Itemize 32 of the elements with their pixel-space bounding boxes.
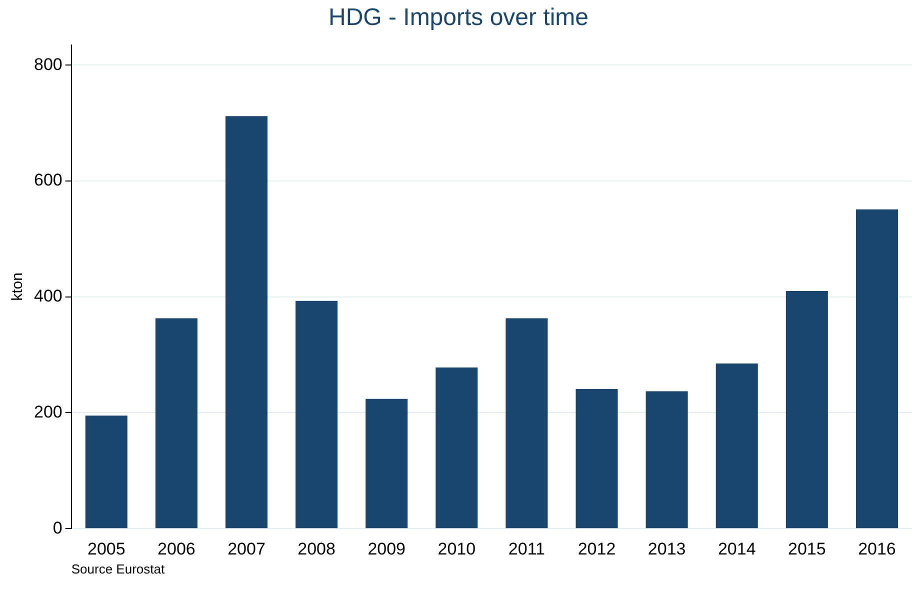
y-axis-title: kton	[9, 272, 26, 301]
y-tick-label: 200	[34, 402, 62, 422]
bar	[436, 368, 478, 528]
y-tick-label: 600	[34, 170, 62, 190]
x-tick-label: 2007	[228, 539, 266, 558]
y-tick-label: 400	[34, 286, 62, 306]
bar	[576, 388, 618, 528]
x-tick-label: 2009	[368, 539, 406, 558]
bar	[85, 416, 128, 528]
bar	[366, 398, 408, 528]
x-tick-label: 2011	[508, 539, 545, 558]
x-tick-label: 2005	[87, 539, 126, 558]
x-tick-label: 2014	[718, 539, 756, 558]
y-tick-label: 0	[52, 518, 62, 538]
source-note: Source Eurostat	[71, 562, 165, 577]
x-tick-label: 2013	[648, 539, 686, 558]
x-tick-label: 2016	[858, 539, 896, 558]
bar	[646, 391, 688, 528]
x-tick-label: 2015	[788, 539, 826, 558]
bar	[786, 291, 828, 528]
x-tick-label: 2012	[578, 539, 616, 558]
bar	[506, 318, 548, 528]
bar	[716, 363, 758, 528]
x-tick-label: 2006	[158, 539, 196, 558]
y-tick-label: 800	[34, 54, 62, 74]
x-tick-label: 2008	[298, 539, 336, 558]
bar	[155, 318, 198, 528]
bar	[296, 300, 338, 528]
bar	[856, 209, 898, 528]
x-tick-label: 2010	[438, 539, 476, 558]
bar	[225, 116, 268, 528]
chart-title: HDG - Imports over time	[328, 4, 589, 32]
